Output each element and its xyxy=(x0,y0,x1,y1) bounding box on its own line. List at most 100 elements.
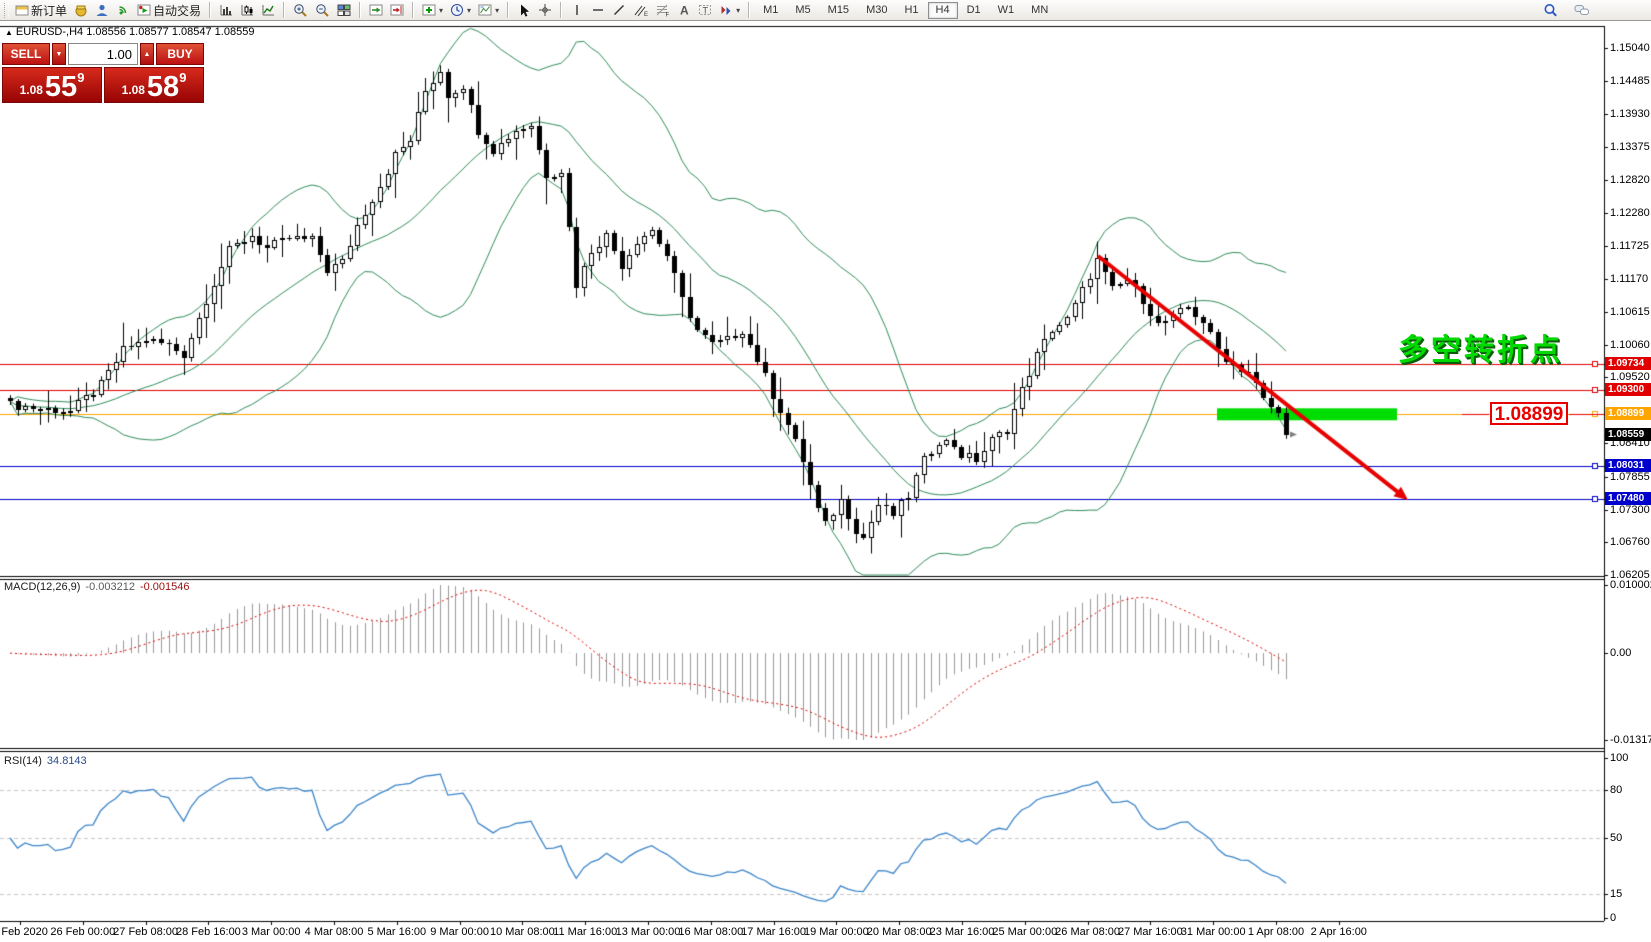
buy-price-prefix: 1.08 xyxy=(121,83,145,97)
buy-button[interactable]: BUY xyxy=(156,43,204,65)
time-axis-label: 5 Mar 16:00 xyxy=(367,926,427,938)
cursor-icon[interactable] xyxy=(514,1,534,20)
price-tick-label: 1.12820 xyxy=(1610,174,1650,186)
svg-text:A: A xyxy=(680,4,689,18)
price-level-chip: 1.08899 xyxy=(1605,407,1651,420)
chart-shift-icon[interactable] xyxy=(387,1,407,20)
macd-axis-label: 0.00 xyxy=(1610,647,1632,659)
tf-d1-button[interactable]: D1 xyxy=(959,2,989,19)
buy-price[interactable]: 1.08 58 9 xyxy=(104,67,204,103)
tile-windows-icon[interactable] xyxy=(334,1,354,20)
toolbar-separator xyxy=(412,2,415,18)
rsi-axis-label: 80 xyxy=(1610,784,1623,796)
volume-increase-button[interactable]: ▲ xyxy=(140,43,154,65)
price-tick-label: 1.06205 xyxy=(1610,569,1650,581)
toolbar-grip xyxy=(4,2,9,18)
price-tick-label: 1.11725 xyxy=(1610,240,1649,252)
trendline-icon[interactable] xyxy=(609,1,629,20)
tf-mn-button[interactable]: MN xyxy=(1023,2,1056,19)
profile-button[interactable] xyxy=(92,1,112,20)
volume-input[interactable] xyxy=(68,43,138,65)
indicators-add-button[interactable]: ▾ xyxy=(419,1,446,20)
price-tick-label: 1.13375 xyxy=(1610,141,1650,153)
svg-text:F: F xyxy=(666,13,670,18)
arrows-button[interactable]: ▾ xyxy=(716,1,743,20)
price-callout-box[interactable]: 1.08899 xyxy=(1490,402,1568,425)
periods-clock-button[interactable]: ▾ xyxy=(447,1,474,20)
toolbar-separator xyxy=(507,2,510,18)
templates-button[interactable]: ▾ xyxy=(475,1,502,20)
sell-price[interactable]: 1.08 55 9 xyxy=(2,67,102,103)
macd-pane-label: MACD(12,26,9) -0.003212 -0.001546 xyxy=(4,581,190,593)
price-tick-label: 1.10060 xyxy=(1610,339,1650,351)
bar-chart-icon[interactable] xyxy=(216,1,236,20)
toolbar-separator xyxy=(209,2,212,18)
line-chart-icon[interactable] xyxy=(258,1,278,20)
rsi-axis-label: 15 xyxy=(1610,888,1623,900)
volume-decrease-button[interactable]: ▼ xyxy=(52,43,66,65)
horizontal-line-icon[interactable] xyxy=(588,1,608,20)
time-axis-label: 2 Apr 16:00 xyxy=(1310,926,1367,938)
ohlc-values: 1.08556 1.08577 1.08547 1.08559 xyxy=(86,26,255,38)
tf-m1-button[interactable]: M1 xyxy=(755,2,786,19)
price-level-chip: 1.07480 xyxy=(1605,492,1651,505)
price-tick-label: 1.14485 xyxy=(1610,75,1650,87)
macd-value: -0.003212 xyxy=(85,581,135,593)
rsi-axis-label: 100 xyxy=(1610,752,1629,764)
sell-price-prefix: 1.08 xyxy=(19,83,43,97)
crosshair-icon[interactable] xyxy=(535,1,555,20)
new-order-button[interactable]: 新订单 xyxy=(12,1,70,20)
rsi-axis-label: 0 xyxy=(1610,912,1617,924)
price-tick-label: 1.11170 xyxy=(1610,273,1649,285)
symbol-label: EURUSD-,H4 xyxy=(15,26,84,38)
chevron-down-icon: ▾ xyxy=(439,5,444,15)
auto-trading-button[interactable]: 自动交易 xyxy=(134,1,204,20)
macd-signal-value: -0.001546 xyxy=(139,581,190,593)
sell-price-pip: 9 xyxy=(77,70,85,85)
turning-point-annotation[interactable]: 多空转折点 xyxy=(1398,333,1563,368)
zoom-in-icon[interactable] xyxy=(290,1,311,20)
tf-h4-button[interactable]: H4 xyxy=(927,1,958,19)
signals-button[interactable] xyxy=(113,1,133,20)
price-tick-label: 1.09520 xyxy=(1610,371,1650,383)
fibonacci-icon[interactable]: F xyxy=(652,1,673,20)
tf-m5-button[interactable]: M5 xyxy=(787,2,818,19)
templates-icon xyxy=(478,4,492,16)
search-icon[interactable] xyxy=(1540,1,1561,20)
tf-h1-button[interactable]: H1 xyxy=(896,2,926,19)
profile-icon xyxy=(96,4,108,16)
deposit-button[interactable] xyxy=(71,1,91,20)
tf-m30-button[interactable]: M30 xyxy=(858,2,895,19)
price-tick-label: 1.10615 xyxy=(1610,306,1650,318)
time-axis-label: 23 Mar 16:00 xyxy=(929,926,995,938)
time-axis-label: 26 Mar 08:00 xyxy=(1055,926,1121,938)
auto-trading-label: 自动交易 xyxy=(153,3,202,18)
auto-trading-icon xyxy=(137,4,151,16)
indicators-add-icon xyxy=(422,4,436,16)
price-tick-label: 1.12280 xyxy=(1610,207,1650,219)
toolbar-separator xyxy=(748,2,751,18)
time-axis-label: 20 Mar 08:00 xyxy=(866,926,932,938)
time-axis-label: 25 Mar 00:00 xyxy=(992,926,1058,938)
equidistant-channel-icon[interactable]: E xyxy=(630,1,651,20)
tf-w1-button[interactable]: W1 xyxy=(990,2,1023,19)
macd-name: MACD(12,26,9) xyxy=(4,581,81,593)
symbol-arrow-icon: ▲ xyxy=(5,28,13,37)
text-label-icon[interactable]: T xyxy=(695,1,715,20)
toolbar: 新订单 自动交易 xyxy=(0,0,1651,21)
time-axis-label: 28 Feb 16:00 xyxy=(175,926,241,938)
zoom-out-icon[interactable] xyxy=(312,1,333,20)
toolbar-separator xyxy=(283,2,286,18)
chart-canvas[interactable] xyxy=(0,22,1651,942)
time-axis-label: 27 Mar 16:00 xyxy=(1117,926,1183,938)
tf-m15-button[interactable]: M15 xyxy=(820,2,857,19)
chat-icon[interactable] xyxy=(1571,1,1593,20)
auto-scroll-icon[interactable] xyxy=(366,1,386,20)
candlestick-chart-icon[interactable] xyxy=(237,1,257,20)
sell-button[interactable]: SELL xyxy=(2,43,50,65)
text-icon[interactable]: A xyxy=(674,1,694,20)
chart-area: ▲ EURUSD-,H4 1.08556 1.08577 1.08547 1.08… xyxy=(0,22,1651,942)
price-tick-label: 1.15040 xyxy=(1610,42,1650,54)
vertical-line-icon[interactable] xyxy=(567,1,587,20)
